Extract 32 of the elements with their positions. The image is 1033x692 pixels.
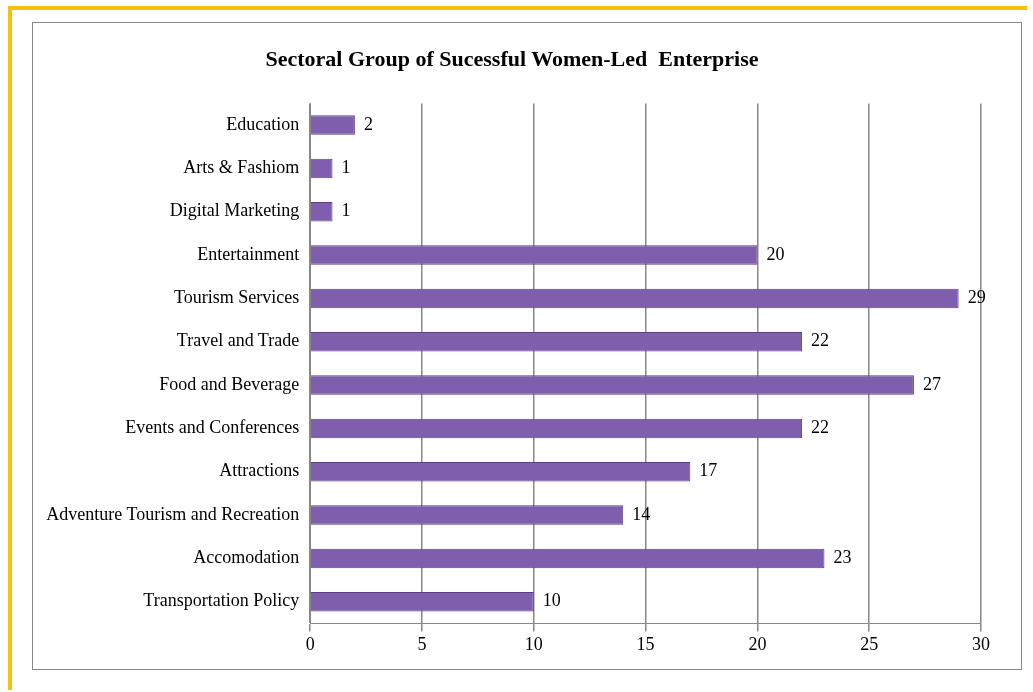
- y-tick-label: Attractions: [219, 460, 300, 481]
- x-tick-label: 0: [305, 633, 315, 654]
- data-label: 20: [766, 243, 785, 264]
- y-tick-label: Entertainment: [197, 243, 300, 264]
- chart-title: Sectoral Group of Sucessful Women-Led Enterprise: [265, 45, 759, 71]
- data-label: 1: [341, 200, 351, 221]
- x-tick-label: 15: [636, 633, 655, 654]
- y-tick-label: Education: [226, 113, 300, 134]
- y-tick-label: Arts & Fashiom: [183, 157, 300, 178]
- data-label: 23: [833, 547, 852, 568]
- y-tick-label: Travel and Trade: [176, 330, 300, 351]
- y-tick-label: Events and Conferences: [125, 417, 300, 438]
- y-tick-label: Food and Beverage: [159, 373, 300, 394]
- y-tick-label: Adventure Tourism and Recreation: [46, 503, 300, 524]
- y-tick-label: Digital Marketing: [169, 200, 300, 221]
- data-label: 17: [699, 460, 718, 481]
- y-tick-label: Transportation Policy: [143, 590, 300, 611]
- x-tick-label: 25: [860, 633, 879, 654]
- data-label: 10: [542, 590, 561, 611]
- x-tick-label: 5: [417, 633, 427, 654]
- data-label: 29: [967, 287, 986, 308]
- data-label: 14: [632, 503, 651, 524]
- x-tick-label: 30: [972, 633, 990, 654]
- data-label: 22: [811, 417, 830, 438]
- x-tick-label: 10: [524, 633, 543, 654]
- x-tick-label: 20: [748, 633, 767, 654]
- data-label: 27: [922, 373, 941, 394]
- y-tick-label: Accomodation: [193, 547, 300, 568]
- data-label: 2: [363, 113, 373, 134]
- data-label: 22: [811, 330, 830, 351]
- data-label: 1: [341, 157, 351, 178]
- y-tick-label: Tourism Services: [173, 287, 300, 308]
